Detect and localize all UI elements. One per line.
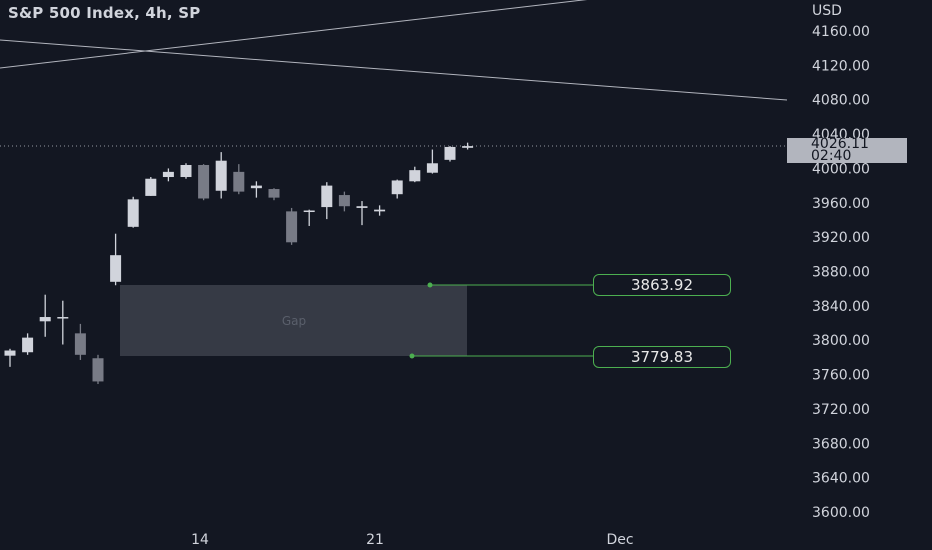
gap-bottom-anchor[interactable] <box>409 353 415 359</box>
candle-body[interactable] <box>426 163 438 173</box>
gap-label: Gap <box>282 314 306 328</box>
candle-body[interactable] <box>374 209 386 212</box>
price-tick-label: 3880.00 <box>812 265 870 281</box>
price-tick-label: 3720.00 <box>812 402 870 418</box>
candle-body[interactable] <box>57 317 69 319</box>
last-price-tag: 4026.11 02:40 <box>787 136 907 164</box>
candle-body[interactable] <box>145 178 157 196</box>
candle-body[interactable] <box>22 337 34 353</box>
trend-line-upper[interactable] <box>0 0 600 69</box>
candle-body[interactable] <box>391 180 403 195</box>
candle-body[interactable] <box>127 199 139 227</box>
price-tick-label: 3840.00 <box>812 299 870 315</box>
price-tick-label: 4160.00 <box>812 24 870 40</box>
bar-countdown: 02:40 <box>811 148 852 164</box>
candle-body[interactable] <box>444 146 456 160</box>
trend-line-lower[interactable] <box>0 39 788 101</box>
candle-body[interactable] <box>39 317 51 322</box>
candle-body[interactable] <box>338 195 350 207</box>
date-tick-label: Dec <box>606 532 633 548</box>
price-tick-label: 3800.00 <box>812 333 870 349</box>
candle-body[interactable] <box>92 358 104 382</box>
candle-body[interactable] <box>74 333 86 355</box>
chart-title: S&P 500 Index, 4h, SP <box>8 4 201 22</box>
price-tick-label: 4120.00 <box>812 58 870 74</box>
currency-label: USD <box>812 3 842 19</box>
price-tick-label: 3680.00 <box>812 436 870 452</box>
last-price-value: 4026.11 <box>811 136 869 152</box>
price-tick-label: 3920.00 <box>812 230 870 246</box>
candle-body[interactable] <box>162 171 174 178</box>
candle-body[interactable] <box>198 164 210 199</box>
date-tick-label: 14 <box>191 532 209 548</box>
candle-body[interactable] <box>180 164 192 178</box>
gap-top-anchor[interactable] <box>427 282 433 288</box>
candle-body[interactable] <box>303 210 315 213</box>
candle-body[interactable] <box>356 206 368 208</box>
candle-body[interactable] <box>4 350 16 356</box>
candle-body[interactable] <box>250 185 262 189</box>
candlestick-series <box>4 142 474 385</box>
candle-body[interactable] <box>215 160 227 191</box>
gap-top-price-label[interactable]: 3863.92 <box>593 274 731 296</box>
candle-body[interactable] <box>321 185 333 208</box>
price-tick-label: 4000.00 <box>812 161 870 177</box>
candle-body[interactable] <box>233 171 245 192</box>
date-tick-label: 21 <box>366 532 384 548</box>
date-axis[interactable]: 14 21 Dec <box>191 532 633 548</box>
candle-body[interactable] <box>286 211 298 243</box>
price-tick-label: 3960.00 <box>812 196 870 212</box>
price-tick-label: 3760.00 <box>812 368 870 384</box>
price-tick-label: 4080.00 <box>812 93 870 109</box>
gap-zone[interactable] <box>120 285 467 356</box>
candle-body[interactable] <box>409 170 421 182</box>
gap-bottom-price-label[interactable]: 3779.83 <box>593 346 731 368</box>
candle-body[interactable] <box>462 146 474 148</box>
price-tick-label: 3600.00 <box>812 505 870 521</box>
price-tick-label: 3640.00 <box>812 471 870 487</box>
candle-body[interactable] <box>110 255 122 282</box>
price-axis[interactable]: 4160.004120.004080.004040.004000.003960.… <box>812 24 870 521</box>
candle-body[interactable] <box>268 189 280 198</box>
